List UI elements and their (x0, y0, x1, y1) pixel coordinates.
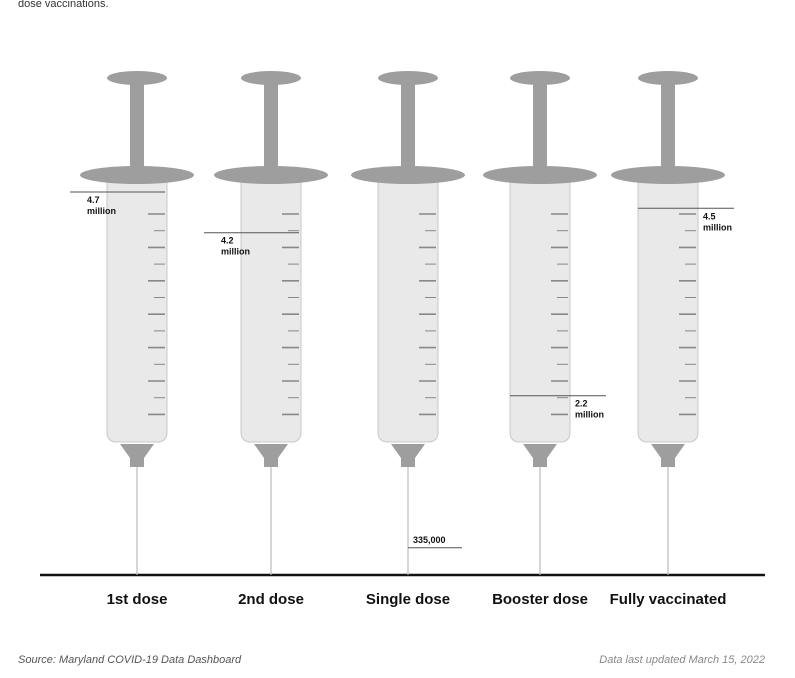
syringe (351, 71, 465, 575)
plunger-rod (130, 84, 144, 169)
plunger-rod (401, 84, 415, 169)
hub (651, 444, 685, 467)
plunger-rod (661, 84, 675, 169)
category-label: 1st dose (107, 591, 168, 608)
hub (391, 444, 425, 467)
category-label: 2nd dose (238, 591, 304, 608)
barrel (241, 178, 301, 442)
hub (254, 444, 288, 467)
syringe (483, 71, 597, 575)
source: Source: Maryland COVID-19 Data Dashboard (18, 654, 242, 666)
flange (214, 166, 328, 184)
plunger-cap (107, 71, 167, 85)
barrel (510, 178, 570, 442)
syringe (214, 71, 328, 575)
plunger-cap (378, 71, 438, 85)
value-label: 335,000 (413, 535, 446, 545)
subtitle: dose vaccinations. (18, 0, 109, 10)
plunger-cap (638, 71, 698, 85)
flange (351, 166, 465, 184)
syringe (80, 71, 194, 575)
barrel (638, 178, 698, 442)
updated: Data last updated March 15, 2022 (599, 654, 765, 666)
syringe (611, 71, 725, 575)
barrel (107, 178, 167, 442)
flange (483, 166, 597, 184)
plunger-rod (264, 84, 278, 169)
chart: dose vaccinations. Source: Maryland COVI… (0, 0, 795, 678)
plunger-cap (241, 71, 301, 85)
category-label: Single dose (366, 591, 450, 608)
category-label: Booster dose (492, 591, 588, 608)
plunger-rod (533, 84, 547, 169)
hub (120, 444, 154, 467)
flange (80, 166, 194, 184)
hub (523, 444, 557, 467)
barrel (378, 178, 438, 442)
flange (611, 166, 725, 184)
category-label: Fully vaccinated (610, 591, 727, 608)
plunger-cap (510, 71, 570, 85)
